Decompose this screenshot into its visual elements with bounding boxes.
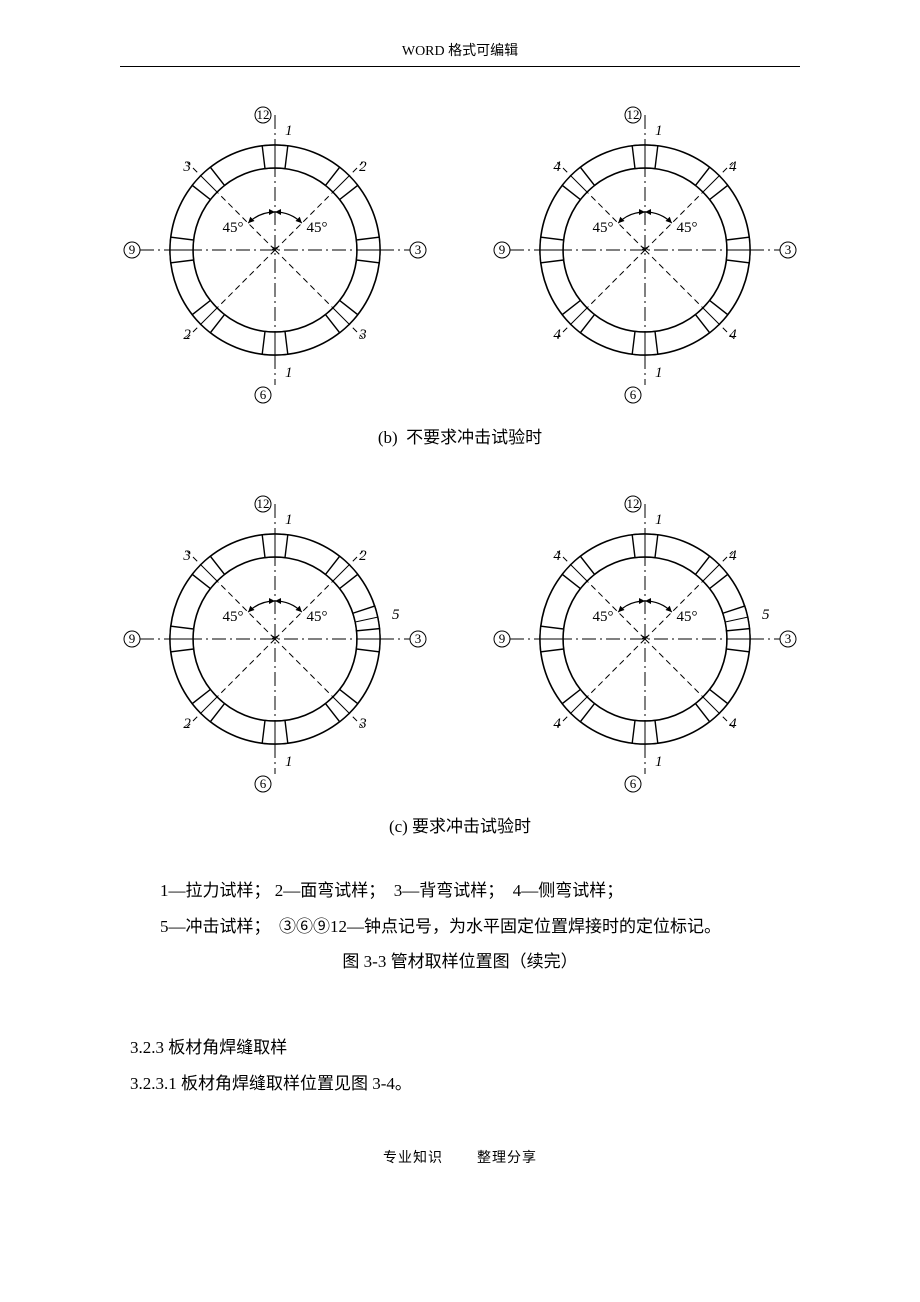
svg-text:4: 4 <box>553 548 561 564</box>
svg-text:4: 4 <box>553 327 561 343</box>
svg-text:*: * <box>271 243 279 259</box>
svg-text:12: 12 <box>257 496 270 511</box>
svg-text:45°: 45° <box>677 609 698 625</box>
svg-text:*: * <box>641 632 649 648</box>
diagram-c-left: 5*45°45°12369123123 <box>120 484 430 794</box>
page-header: WORD 格式可编辑 <box>120 40 800 67</box>
svg-text:45°: 45° <box>593 609 614 625</box>
row-c: 5*45°45°12369123123 5*45°45°12369144144 <box>0 484 920 794</box>
svg-text:1: 1 <box>285 512 293 528</box>
svg-text:3: 3 <box>358 716 367 732</box>
svg-text:45°: 45° <box>307 609 328 625</box>
svg-text:2: 2 <box>359 548 367 564</box>
svg-text:12: 12 <box>627 107 640 122</box>
svg-text:6: 6 <box>630 776 637 791</box>
svg-text:6: 6 <box>630 387 637 402</box>
section-body: 3.2.3.1 板材角焊缝取样位置见图 3-4。 <box>130 1066 790 1102</box>
diagram-b-right: * 45° 45° 12 3 6 9 1 4 4 1 4 4 <box>490 95 800 405</box>
svg-text:45°: 45° <box>223 220 244 236</box>
svg-text:3: 3 <box>415 631 422 646</box>
svg-text:4: 4 <box>553 159 561 175</box>
svg-text:1: 1 <box>285 123 293 139</box>
svg-text:4: 4 <box>729 716 737 732</box>
caption-c: (c) 要求冲击试验时 <box>0 812 920 837</box>
svg-text:9: 9 <box>499 631 506 646</box>
svg-text:1: 1 <box>655 512 663 528</box>
svg-text:4: 4 <box>729 327 737 343</box>
svg-text:1: 1 <box>285 365 293 381</box>
section-heading: 3.2.3 板材角焊缝取样 <box>130 1030 790 1066</box>
svg-text:45°: 45° <box>593 220 614 236</box>
svg-text:4: 4 <box>729 548 737 564</box>
footer-left: 专业知识 <box>383 1151 443 1166</box>
svg-text:6: 6 <box>260 776 267 791</box>
svg-text:4: 4 <box>553 716 561 732</box>
svg-text:9: 9 <box>499 242 506 257</box>
legend-line-1: 1—拉力试样； 2—面弯试样； 3—背弯试样； 4—侧弯试样； <box>160 873 760 909</box>
svg-text:3: 3 <box>182 159 191 175</box>
svg-text:2: 2 <box>359 159 367 175</box>
svg-text:5: 5 <box>392 607 400 623</box>
diagram-c-right: 5 * 45° 45° 12 3 6 9 1 4 4 1 4 4 <box>490 484 800 794</box>
svg-text:1: 1 <box>285 754 293 770</box>
svg-text:3: 3 <box>785 242 792 257</box>
caption-b: (b) 不要求冲击试验时 <box>0 423 920 448</box>
svg-text:6: 6 <box>260 387 267 402</box>
svg-text:12: 12 <box>627 496 640 511</box>
svg-text:*: * <box>271 632 279 648</box>
svg-text:9: 9 <box>129 242 136 257</box>
svg-text:12: 12 <box>257 107 270 122</box>
svg-text:4: 4 <box>729 159 737 175</box>
svg-text:45°: 45° <box>677 220 698 236</box>
svg-text:3: 3 <box>415 242 422 257</box>
figure-title: 图 3-3 管材取样位置图（续完） <box>160 944 760 980</box>
page-footer: 专业知识 整理分享 <box>0 1147 920 1167</box>
svg-text:5: 5 <box>762 607 770 623</box>
svg-text:1: 1 <box>655 365 663 381</box>
svg-text:45°: 45° <box>223 609 244 625</box>
svg-text:3: 3 <box>785 631 792 646</box>
svg-text:*: * <box>641 243 649 259</box>
svg-text:3: 3 <box>182 548 191 564</box>
svg-text:2: 2 <box>183 327 191 343</box>
svg-text:3: 3 <box>358 327 367 343</box>
svg-text:9: 9 <box>129 631 136 646</box>
row-b: *45°45°12369123123 *45°45°12369144144 <box>0 95 920 405</box>
svg-text:1: 1 <box>655 123 663 139</box>
diagram-b-left: *45°45°12369123123 <box>120 95 430 405</box>
svg-text:1: 1 <box>655 754 663 770</box>
svg-text:2: 2 <box>183 716 191 732</box>
footer-right: 整理分享 <box>477 1151 537 1166</box>
legend: 1—拉力试样； 2—面弯试样； 3—背弯试样； 4—侧弯试样； 5—冲击试样； … <box>160 873 760 980</box>
legend-line-2: 5—冲击试样； ③⑥⑨12—钟点记号，为水平固定位置焊接时的定位标记。 <box>160 909 760 945</box>
svg-text:45°: 45° <box>307 220 328 236</box>
body-text: 3.2.3 板材角焊缝取样 3.2.3.1 板材角焊缝取样位置见图 3-4。 <box>130 1030 790 1101</box>
